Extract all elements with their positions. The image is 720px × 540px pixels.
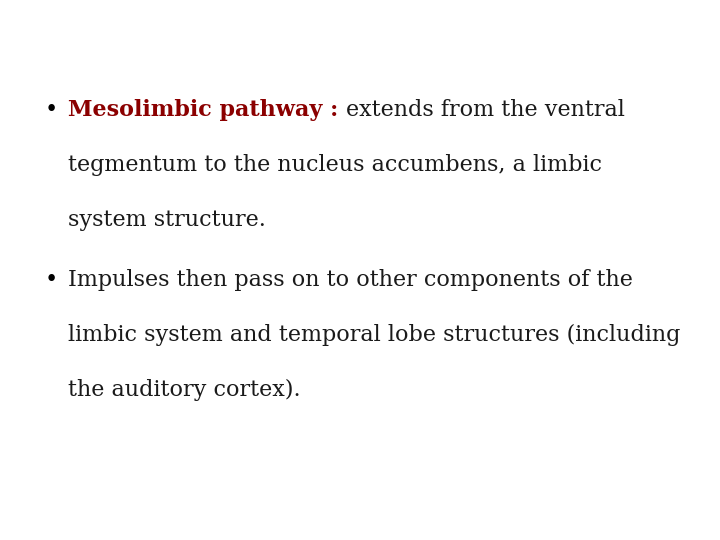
Text: the auditory cortex).: the auditory cortex). — [68, 379, 301, 401]
Text: •: • — [45, 99, 58, 121]
Text: tegmentum to the nucleus accumbens, a limbic: tegmentum to the nucleus accumbens, a li… — [68, 154, 602, 176]
Text: limbic system and temporal lobe structures (including: limbic system and temporal lobe structur… — [68, 324, 680, 346]
Text: Mesolimbic pathway :: Mesolimbic pathway : — [68, 99, 346, 121]
Text: extends from the ventral: extends from the ventral — [346, 99, 625, 121]
Text: Impulses then pass on to other components of the: Impulses then pass on to other component… — [68, 269, 633, 291]
Text: •: • — [45, 269, 58, 291]
Text: system structure.: system structure. — [68, 209, 266, 231]
